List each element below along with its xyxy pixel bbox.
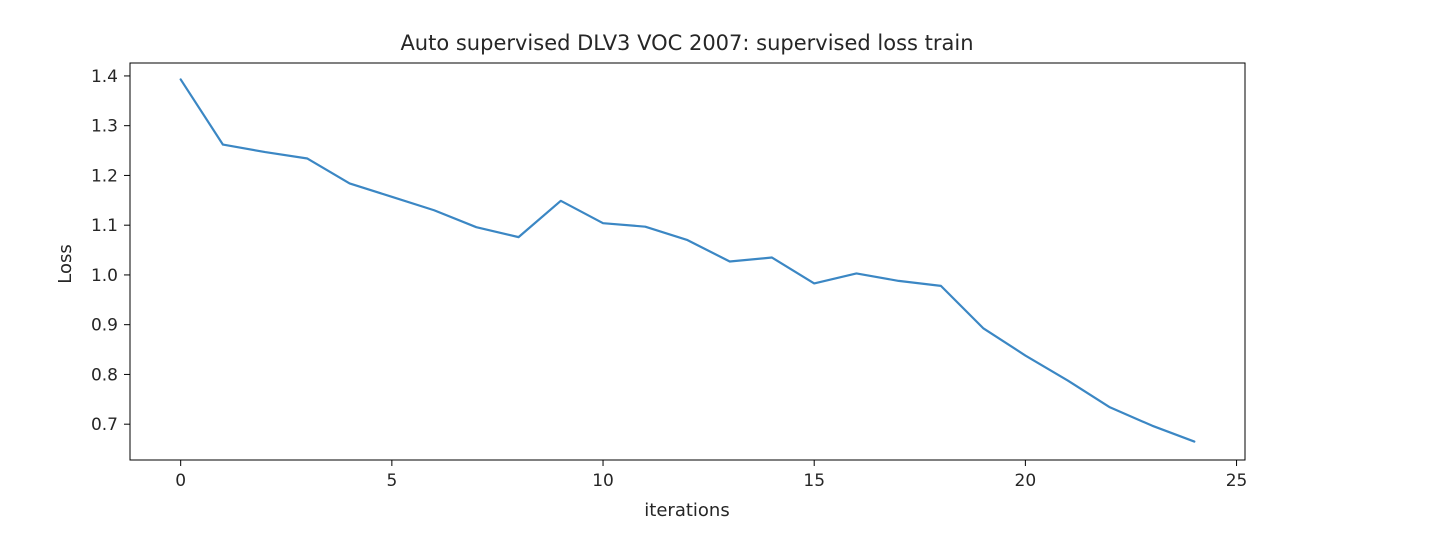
plot-area: 0 5 10 15 20 25 0.7 0.8 0.9 1.0 1.1 1.2 1.3 1.4 — [91, 62, 1248, 491]
chart-title: Auto supervised DLV3 VOC 2007: supervise… — [400, 31, 973, 55]
x-axis-label: iterations — [644, 500, 729, 521]
x-tick-label: 0 — [175, 471, 186, 491]
x-tick-label: 15 — [803, 471, 825, 491]
y-tick-label: 0.9 — [91, 316, 118, 336]
y-tick-label: 1.3 — [91, 117, 118, 137]
y-tick-label: 1.0 — [91, 266, 118, 286]
x-tick-label: 20 — [1015, 471, 1037, 491]
y-tick-label: 0.7 — [91, 415, 118, 435]
x-tick-label: 10 — [592, 471, 614, 491]
x-tick-label: 5 — [386, 471, 397, 491]
loss-series-line — [179, 78, 1196, 443]
plot-frame — [129, 62, 1246, 461]
y-tick-label: 1.2 — [91, 166, 118, 186]
y-tick-label: 0.8 — [91, 365, 118, 385]
x-tick-label: 25 — [1226, 471, 1248, 491]
y-tick-label: 1.1 — [91, 216, 118, 236]
y-axis-label: Loss — [55, 244, 76, 283]
y-tick-label: 1.4 — [91, 67, 118, 87]
